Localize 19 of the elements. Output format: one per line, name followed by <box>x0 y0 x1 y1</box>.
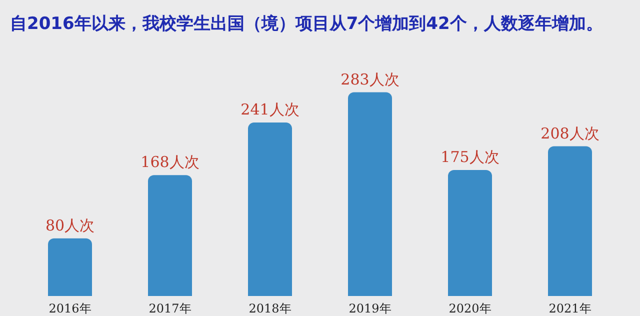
x-tick-label: 2019年 <box>348 302 392 316</box>
x-tick-label: 2016年 <box>48 302 92 316</box>
data-label: 283人次 <box>340 70 400 88</box>
bar <box>348 92 392 296</box>
x-tick-label: 2018年 <box>248 302 292 316</box>
data-label: 80人次 <box>45 216 95 234</box>
data-label: 241人次 <box>240 100 300 119</box>
data-label: 175人次 <box>440 148 500 166</box>
data-label: 168人次 <box>140 153 200 172</box>
bar <box>48 238 92 296</box>
x-tick-label: 2020年 <box>448 302 492 316</box>
x-tick-label: 2021年 <box>548 302 592 316</box>
chart-title: 自2016年以来，我校学生出国（境）项目从7个增加到42个，人数逐年增加。 <box>9 13 604 36</box>
bar <box>248 122 292 296</box>
bar <box>448 170 492 296</box>
x-tick-label: 2017年 <box>148 302 192 316</box>
bar <box>148 175 192 296</box>
bar <box>548 146 592 296</box>
data-label: 208人次 <box>540 124 600 142</box>
